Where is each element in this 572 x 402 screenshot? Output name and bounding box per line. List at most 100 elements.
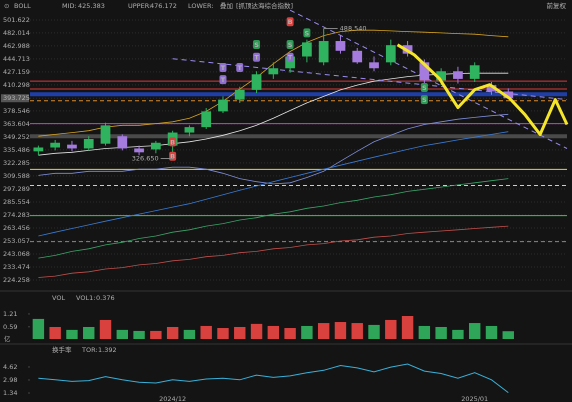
- signal-label: S: [254, 41, 259, 49]
- indicator-line: [38, 72, 509, 156]
- candle-body: [453, 71, 463, 79]
- y-tick-label: 335.486: [3, 146, 30, 154]
- vol-legend-value: 0.376: [96, 294, 115, 302]
- volume-bar: [468, 323, 481, 339]
- y-tick-label: 253.057: [3, 237, 30, 245]
- candle-body: [385, 45, 396, 63]
- legend-mid-value: 425.383: [78, 2, 105, 10]
- y-tick-label: 263.456: [3, 224, 30, 232]
- volume-bar: [217, 328, 229, 339]
- y-tick-label: 297.289: [3, 185, 30, 193]
- volume-bar: [66, 329, 78, 339]
- signal-label: S: [288, 41, 293, 49]
- y-tick-label: 309.588: [3, 172, 30, 180]
- volume-bar: [418, 325, 431, 339]
- y-tick-label: 462.988: [3, 42, 30, 50]
- volume-bar: [49, 326, 61, 339]
- volume-bar: [183, 329, 196, 339]
- y-tick-label: 1.34: [3, 389, 17, 397]
- candle-body: [184, 127, 195, 133]
- y-tick-label: 444.713: [3, 55, 30, 63]
- signal-badge: [303, 28, 311, 38]
- overlay-name[interactable]: [抓顶达海综合指数]: [236, 1, 293, 10]
- signal-label: T: [254, 54, 259, 62]
- signal-label: T: [288, 54, 293, 62]
- candle-body: [251, 74, 262, 90]
- indicator-line: [38, 225, 509, 278]
- candle-body: [352, 50, 363, 63]
- volume-bar: [452, 329, 464, 339]
- indicator-icon[interactable]: ⊙: [4, 2, 9, 10]
- indicator-line: [38, 131, 509, 237]
- volume-bar: [435, 326, 447, 339]
- signal-label: S: [422, 96, 427, 104]
- overlay-label[interactable]: 叠加: [220, 1, 233, 10]
- y-tick-label: 285.554: [3, 198, 30, 206]
- indicator-line: [38, 178, 509, 259]
- y-tick-label: 427.159: [3, 68, 30, 76]
- tor-legend-value: 1.392: [98, 346, 117, 354]
- signal-label: B: [288, 18, 293, 26]
- adjust-mode[interactable]: 前复权: [547, 1, 567, 10]
- candle-body: [419, 62, 430, 81]
- signal-badge: [286, 52, 294, 62]
- vol-unit: 亿: [4, 334, 11, 343]
- signal-label: T: [221, 64, 226, 72]
- vol-title: VOL: [52, 294, 65, 302]
- volume-bar: [485, 325, 498, 339]
- signal-label: S: [305, 29, 310, 37]
- vol-legend: VOL1:: [76, 294, 95, 302]
- signal-badge: [253, 52, 261, 62]
- volume-bar: [200, 325, 212, 339]
- y-tick-label: 274.283: [3, 211, 30, 219]
- candle-body: [285, 56, 295, 69]
- candle-body: [302, 42, 312, 57]
- candle-body: [134, 148, 144, 153]
- volume-bar: [83, 326, 95, 339]
- candle-body: [503, 91, 514, 99]
- volume-bar: [166, 326, 179, 339]
- signal-badge: [169, 137, 177, 147]
- candle-body: [318, 41, 329, 63]
- annotation-label: 488.540: [340, 25, 367, 33]
- tor-legend: TOR:: [81, 346, 98, 354]
- volume-bar: [284, 328, 296, 339]
- candle-body: [33, 147, 44, 152]
- volume-bar: [334, 322, 347, 339]
- volume-bar: [385, 319, 397, 339]
- legend-upper: UPPER:: [128, 2, 151, 10]
- signal-badge: [219, 75, 227, 85]
- volume-bar: [351, 323, 363, 339]
- x-tick-label: 2025/01: [461, 395, 488, 402]
- indicator-line: [38, 113, 509, 185]
- volume-bar: [32, 318, 45, 339]
- y-tick-label: 393.725: [3, 94, 30, 102]
- candle-body: [201, 111, 212, 128]
- volume-bar: [301, 325, 313, 339]
- candle-body: [436, 71, 447, 81]
- projection-line: [396, 43, 569, 136]
- indicator-name[interactable]: BOLL: [14, 2, 31, 10]
- candle-body: [50, 142, 61, 148]
- candle-body: [67, 144, 77, 149]
- signal-badge: [420, 95, 428, 105]
- signal-label: B: [170, 138, 175, 146]
- candle-body: [268, 68, 279, 75]
- y-tick-label: 0.59: [3, 323, 17, 331]
- volume-bar: [368, 324, 380, 339]
- candle-body: [469, 65, 480, 79]
- signal-badge: [236, 63, 244, 73]
- legend-lower: LOWER:: [188, 2, 214, 10]
- volume-bar: [99, 319, 112, 339]
- y-tick-label: 243.068: [3, 250, 30, 258]
- signal-badge: [219, 63, 227, 73]
- y-tick-label: 4.62: [3, 363, 17, 371]
- candle-body: [369, 62, 379, 69]
- y-tick-label: 1.21: [3, 310, 17, 318]
- candle-body: [335, 41, 346, 51]
- signal-badge: [420, 83, 428, 93]
- candle-body: [100, 125, 111, 144]
- volume-bar: [250, 323, 263, 339]
- candle-body: [486, 85, 497, 92]
